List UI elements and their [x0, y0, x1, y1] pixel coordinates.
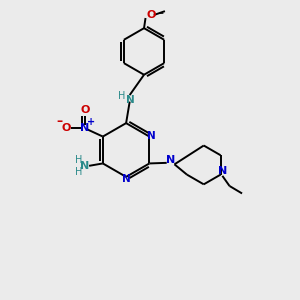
Text: H: H	[75, 167, 82, 177]
Text: –: –	[57, 115, 63, 128]
Text: N: N	[122, 174, 130, 184]
Text: N: N	[166, 155, 176, 165]
Text: O: O	[61, 123, 70, 133]
Text: N: N	[80, 161, 89, 171]
Text: O: O	[80, 105, 90, 115]
Text: N: N	[80, 123, 89, 133]
Text: N: N	[218, 166, 227, 176]
Text: H: H	[75, 154, 82, 165]
Text: N: N	[147, 131, 156, 141]
Text: H: H	[118, 91, 125, 101]
Text: N: N	[126, 94, 135, 104]
Text: O: O	[146, 10, 156, 20]
Text: –: –	[159, 8, 164, 18]
Text: +: +	[87, 117, 96, 127]
